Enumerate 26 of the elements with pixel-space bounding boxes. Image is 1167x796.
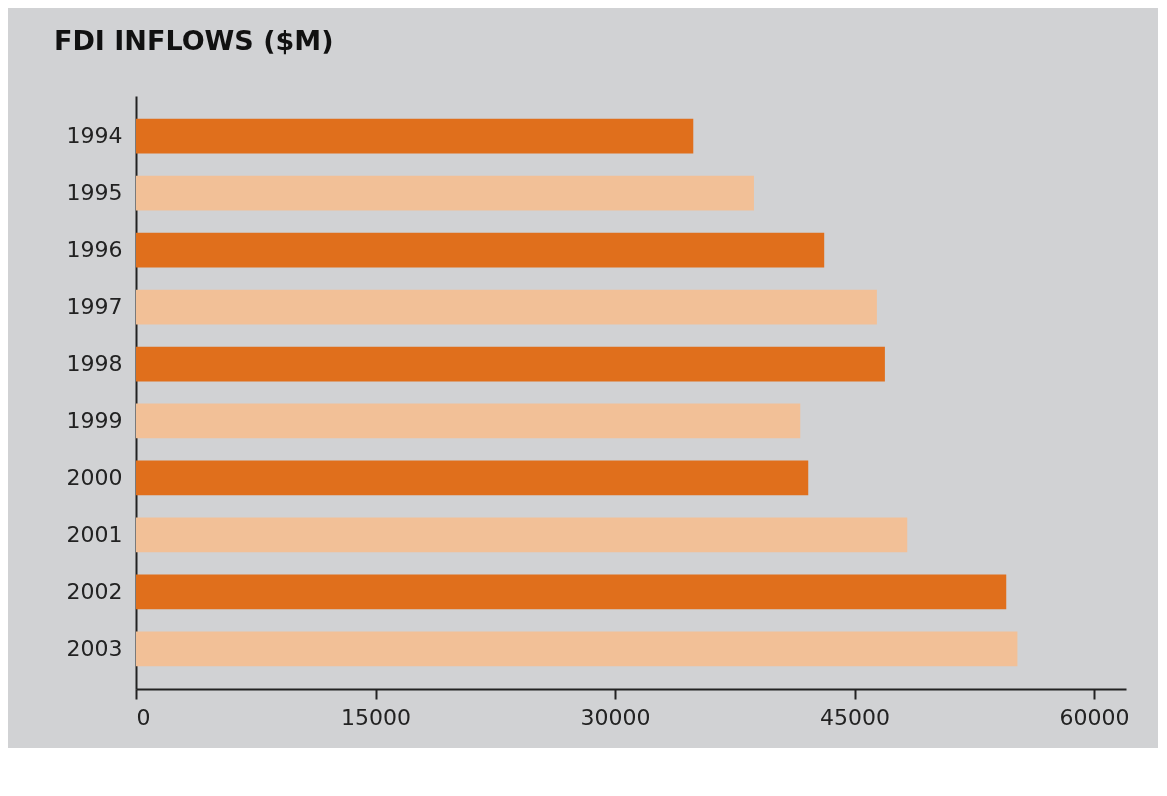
y-tick-label: 1999 — [66, 407, 123, 433]
bar — [136, 631, 1018, 667]
bar — [136, 289, 877, 325]
y-tick-label: 2001 — [66, 521, 123, 547]
bar — [136, 346, 885, 382]
chart-title: FDI INFLOWS ($M) — [54, 25, 334, 56]
bar — [136, 232, 825, 268]
y-tick-label: 1997 — [66, 294, 123, 320]
y-tick-label: 1996 — [66, 237, 123, 263]
y-tick-label: 1994 — [66, 123, 123, 149]
bar — [136, 517, 908, 553]
bar — [136, 175, 754, 211]
y-tick-label: 2000 — [66, 464, 123, 490]
x-tick-label: 30000 — [580, 704, 651, 730]
y-tick-label: 2002 — [66, 578, 123, 604]
x-tick-label: 45000 — [820, 704, 891, 730]
bar — [136, 574, 1007, 610]
x-tick-label: 0 — [136, 704, 151, 730]
bar — [136, 403, 801, 439]
x-tick-label: 15000 — [341, 704, 412, 730]
y-tick-label: 1998 — [66, 351, 123, 377]
bar — [136, 460, 809, 496]
bar — [136, 118, 694, 154]
y-tick-label: 2003 — [66, 635, 123, 661]
x-tick-label: 60000 — [1059, 704, 1130, 730]
y-tick-label: 1995 — [66, 180, 123, 206]
